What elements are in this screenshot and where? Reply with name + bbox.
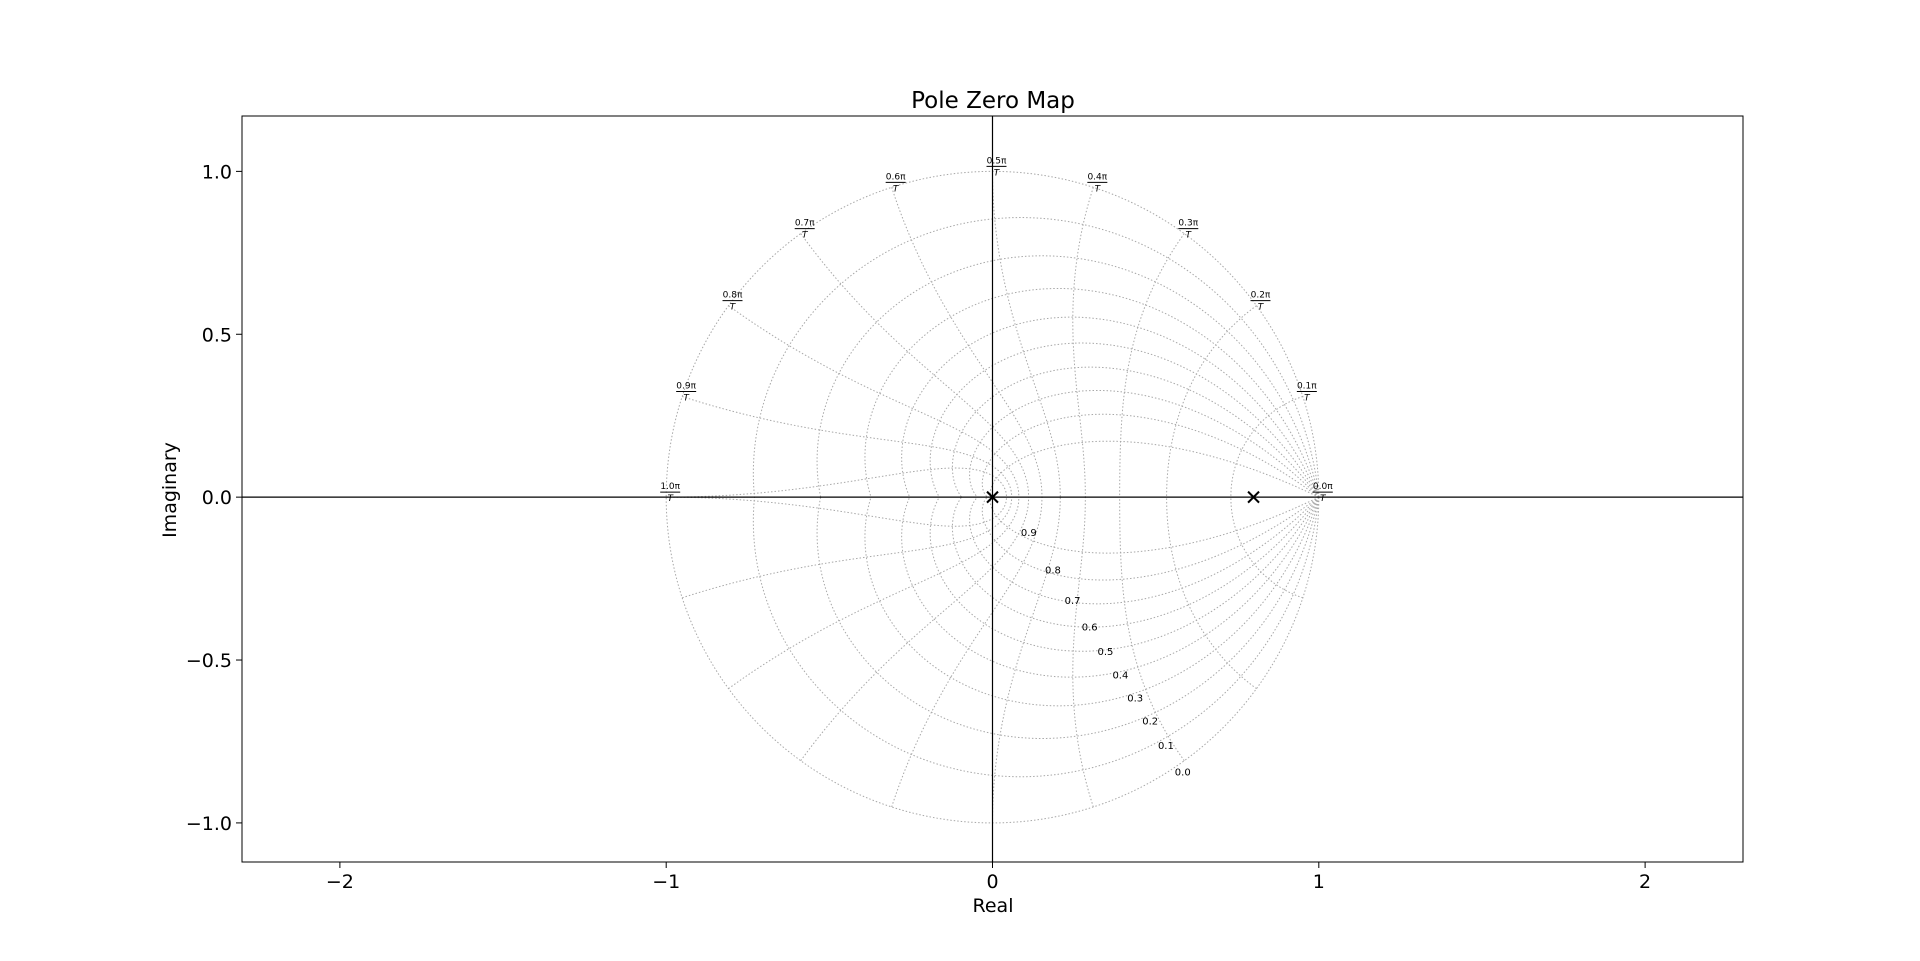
frequency-curve [666, 496, 1008, 527]
frequency-curve [891, 187, 1043, 498]
frequency-label: 0.0π T [1312, 482, 1333, 504]
frequency-label-denominator: T [1304, 393, 1311, 403]
x-tick-label: 1 [1313, 871, 1325, 893]
damping-label: 0.7 [1065, 596, 1081, 607]
frequency-label-denominator: T [667, 494, 674, 504]
damping-label: 0.8 [1045, 565, 1061, 576]
y-tick-label: 0.0 [202, 487, 232, 509]
frequency-label: 0.5π T [986, 156, 1007, 178]
x-tick-label: 2 [1639, 871, 1651, 893]
zgrid-labels: 0.0 0.1 0.2 0.3 0.4 0.5 0.6 0.7 0.8 0.9 0.0π T 0.1π T… [660, 156, 1333, 778]
y-tick-label: 1.0 [202, 161, 232, 183]
pole-marker [986, 490, 999, 504]
frequency-label: 1.0π T [660, 482, 681, 504]
frequency-label: 0.3π T [1178, 219, 1199, 241]
damping-curve [951, 366, 1320, 498]
damping-label: 0.3 [1127, 693, 1143, 704]
frequency-label-numerator: 0.8π [723, 291, 743, 301]
y-tick-label: 0.5 [202, 324, 232, 346]
pole-marker [1247, 490, 1260, 504]
damping-label: 0.6 [1082, 623, 1098, 634]
frequency-label-denominator: T [802, 231, 809, 241]
frequency-label-denominator: T [1320, 494, 1327, 504]
y-axis-label: Imaginary [159, 442, 181, 538]
frequency-label-numerator: 0.7π [795, 219, 815, 229]
frequency-label-denominator: T [730, 303, 737, 313]
frequency-label: 0.9π T [676, 381, 697, 403]
frequency-curve [1072, 187, 1094, 498]
frequency-curve [800, 497, 1030, 761]
damping-label: 0.9 [1021, 528, 1037, 539]
y-tick-label: −0.5 [186, 650, 232, 672]
frequency-label-numerator: 0.9π [676, 381, 696, 391]
frequency-label-denominator: T [1095, 184, 1102, 194]
damping-label: 0.2 [1142, 717, 1158, 728]
frequency-label-numerator: 0.4π [1087, 172, 1107, 182]
frequency-curve [728, 497, 1020, 690]
x-axis-ticks: −2 −1 0 1 2 [326, 862, 1651, 893]
frequency-label-numerator: 0.3π [1178, 219, 1198, 229]
frequency-label: 0.2π T [1250, 291, 1271, 313]
frequency-curve [891, 497, 1043, 808]
frequency-label-denominator: T [683, 393, 690, 403]
frequency-curve [1166, 305, 1257, 498]
x-tick-label: −2 [326, 871, 354, 893]
frequency-curve [1230, 396, 1303, 498]
frequency-label-denominator: T [994, 168, 1001, 178]
damping-curve [816, 255, 1320, 498]
frequency-label-numerator: 0.2π [1251, 291, 1271, 301]
frequency-label-numerator: 1.0π [660, 482, 680, 492]
damping-label: 0.5 [1097, 647, 1113, 658]
frequency-label-denominator: T [1186, 231, 1193, 241]
damping-curve [816, 497, 1320, 739]
frequency-curve [992, 171, 1061, 498]
y-axis-ticks: 1.0 0.5 0.0 −0.5 −1.0 [186, 161, 242, 835]
frequency-label-numerator: 0.0π [1313, 482, 1333, 492]
x-tick-label: −1 [652, 871, 680, 893]
frequency-label-denominator: T [1258, 303, 1265, 313]
y-tick-label: −1.0 [186, 813, 232, 835]
damping-label: 0.1 [1158, 741, 1174, 752]
x-axis-label: Real [973, 895, 1014, 917]
pole-marker-stroke [986, 490, 999, 504]
frequency-curve [1230, 497, 1303, 599]
frequency-label-numerator: 0.6π [886, 172, 906, 182]
frequency-label-numerator: 0.1π [1297, 381, 1317, 391]
frequency-curve [728, 305, 1020, 498]
frequency-curve [1166, 497, 1257, 690]
frequency-label-numerator: 0.5π [987, 156, 1007, 166]
frequency-label: 0.7π T [794, 219, 815, 241]
frequency-label: 0.1π T [1296, 381, 1317, 403]
frequency-curve [800, 233, 1030, 498]
chart-title: Pole Zero Map [911, 88, 1075, 114]
frequency-curve [992, 497, 1061, 823]
frequency-curve [666, 467, 1008, 498]
damping-label: 0.0 [1175, 767, 1191, 778]
frequency-curve [1072, 497, 1094, 808]
frequency-label: 0.4π T [1087, 172, 1108, 194]
pole-markers [986, 490, 1260, 504]
damping-label: 0.4 [1112, 670, 1128, 681]
pole-marker-stroke [1247, 490, 1260, 504]
frequency-label: 0.8π T [722, 291, 743, 313]
frequency-label: 0.6π T [885, 172, 906, 194]
x-tick-label: 0 [986, 871, 998, 893]
frequency-label-denominator: T [893, 184, 900, 194]
